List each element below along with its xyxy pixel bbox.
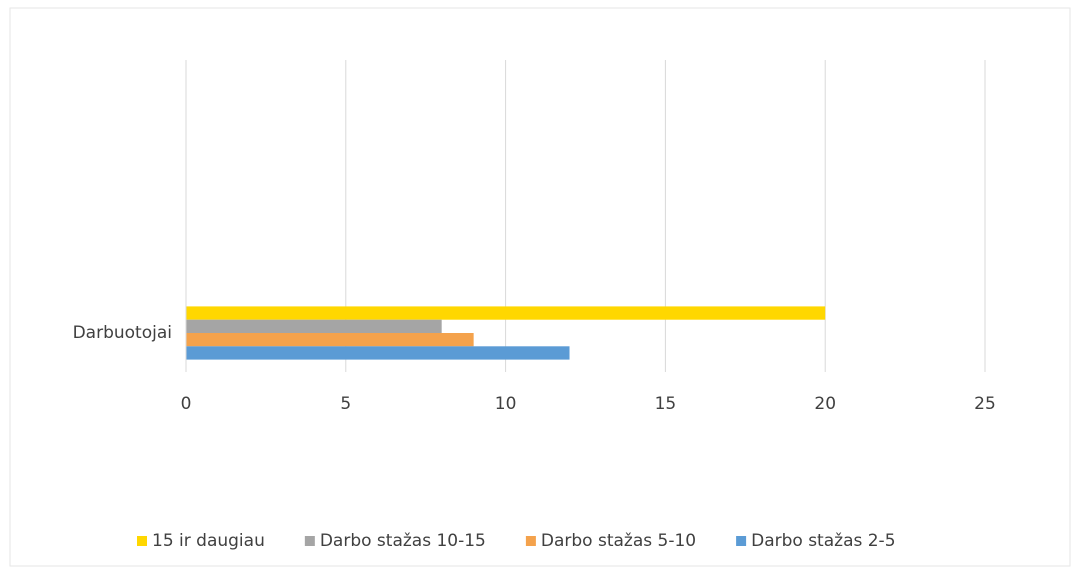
legend-label: Darbo stažas 5-10: [541, 531, 696, 551]
x-tick-label: 25: [974, 394, 996, 414]
x-tick-label: 10: [495, 394, 517, 414]
legend-label: Darbo stažas 2-5: [751, 531, 895, 551]
bar: [186, 306, 826, 320]
x-tick-label: 0: [181, 394, 192, 414]
legend-marker: [525, 536, 536, 546]
legend-marker: [304, 536, 315, 546]
y-tick-label: Darbuotojai: [73, 323, 172, 343]
legend-label: Darbo stažas 10-15: [320, 531, 486, 551]
bar: [186, 319, 442, 333]
legend-marker: [736, 536, 747, 546]
chart-frame: [9, 7, 1071, 567]
x-tick-label: 15: [655, 394, 677, 414]
legend-label: 15 ir daugiau: [152, 531, 265, 551]
bar: [186, 333, 474, 347]
legend-marker: [137, 536, 147, 546]
bar: [186, 346, 570, 360]
x-tick-label: 20: [814, 394, 836, 414]
x-tick-label: 5: [340, 394, 351, 414]
